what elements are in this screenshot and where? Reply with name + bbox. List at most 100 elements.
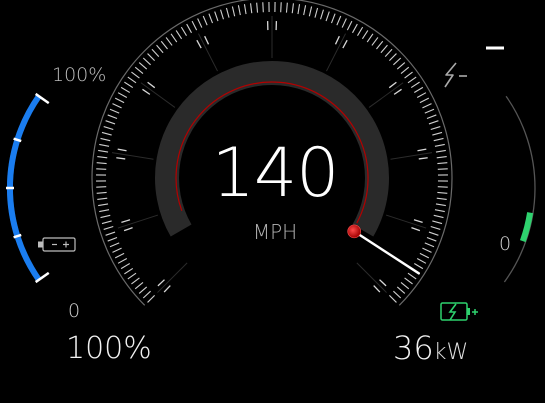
speed-tick (165, 37, 173, 46)
speed-tick (138, 286, 148, 294)
battery-gauge-mark (34, 271, 50, 284)
speed-tick (424, 242, 435, 248)
speed-tick (103, 126, 114, 130)
speed-tick (202, 15, 208, 26)
speed-tick (175, 30, 183, 40)
speed-tick (112, 247, 122, 253)
speed-tick (112, 103, 122, 109)
speed-major-mark (157, 279, 165, 287)
speed-tick (426, 236, 437, 242)
speed-tick (280, 2, 282, 13)
speed-major-marks (116, 21, 428, 293)
speed-tick (419, 252, 430, 259)
battery-icon (38, 237, 76, 252)
speed-tick (214, 11, 219, 22)
speed-tick (109, 108, 120, 114)
speed-major-mark (334, 35, 340, 45)
speed-tick (107, 114, 118, 120)
speed-tick (384, 48, 393, 57)
speed-tick (98, 203, 109, 207)
speed-tick (96, 191, 107, 194)
speed-tick (422, 103, 432, 109)
speed-tick (393, 57, 402, 66)
speed-tick (103, 226, 114, 230)
speed-tick (437, 191, 448, 194)
speed-major-mark (163, 285, 171, 293)
speed-tick (131, 71, 140, 79)
speed-tick (416, 257, 427, 264)
speed-tick (361, 30, 369, 40)
speed-tick (99, 143, 110, 147)
speed-tick (99, 209, 110, 213)
speed-tick (114, 97, 125, 104)
power-regen-fill (519, 212, 534, 243)
speed-tick (320, 9, 324, 20)
speed-tick (105, 120, 116, 125)
speed-tick (422, 247, 432, 253)
speed-tick (424, 108, 435, 114)
battery-gauge (6, 92, 76, 284)
speed-tick (138, 62, 148, 70)
speed-tick (120, 86, 130, 93)
speed-tick (98, 149, 109, 153)
dial-spoke (326, 33, 346, 72)
battery-gauge-marks (6, 92, 50, 284)
speed-major-mark (388, 81, 397, 89)
speed-tick (117, 92, 128, 99)
speed-tick (400, 282, 410, 290)
dial-spoke (157, 262, 188, 293)
power-unit: kW (433, 340, 469, 365)
speed-tick (96, 162, 107, 165)
speed-major-mark (373, 285, 381, 293)
speed-tick (100, 137, 111, 142)
speed-major-mark (121, 219, 131, 223)
power-readout: 36kW (393, 332, 468, 364)
battery-percent: 100% (66, 331, 152, 366)
speed-tick (131, 277, 140, 285)
power-zero-label: 0 (499, 233, 512, 255)
speed-tick (433, 137, 444, 142)
speed-tick (330, 13, 336, 24)
speed-ticks (96, 2, 448, 303)
speed-tick (114, 252, 125, 259)
speed-tick (433, 214, 444, 219)
speed-tick (101, 131, 112, 136)
speed-tick (127, 272, 137, 280)
speed-tick (428, 231, 439, 236)
speed-tick (346, 20, 353, 31)
speed-tick (400, 66, 410, 74)
speed-tick (100, 214, 111, 219)
speed-tick (297, 4, 301, 15)
speed-readout: 140 (211, 134, 340, 213)
battery-gauge-mark (13, 137, 22, 143)
speed-tick (407, 272, 417, 280)
speed-tick (208, 13, 214, 24)
speed-tick (170, 33, 178, 43)
speed-tick (134, 282, 144, 290)
battery-gauge-mark (34, 92, 50, 105)
speed-tick (432, 131, 443, 136)
speed-tick (142, 290, 151, 299)
speed-tick (303, 5, 307, 16)
speed-tick (147, 294, 156, 303)
speed-tick (134, 66, 144, 74)
speed-major-mark (413, 219, 423, 223)
speed-tick (404, 277, 413, 285)
speed-tick (426, 114, 437, 120)
speed-tick (243, 4, 247, 15)
speed-tick (434, 143, 445, 147)
speed-tick (371, 37, 379, 46)
speed-needle (352, 230, 420, 275)
speed-tick (101, 220, 112, 225)
speed-tick (437, 162, 448, 165)
power-value: 36 (393, 329, 434, 367)
speed-tick (105, 231, 116, 236)
battery-gauge-mark (13, 233, 22, 239)
speed-tick (376, 40, 384, 50)
speed-tick (380, 44, 388, 54)
speed-tick (314, 7, 319, 18)
dial-spoke (385, 214, 427, 229)
speed-major-mark (204, 35, 210, 45)
speed-tick (336, 15, 342, 26)
